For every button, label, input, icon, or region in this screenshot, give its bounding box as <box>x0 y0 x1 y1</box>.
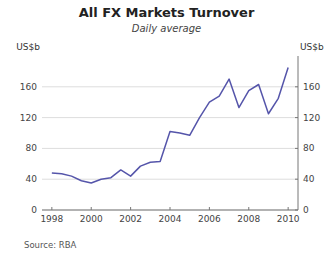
y2-axis-line <box>298 56 299 210</box>
grid-line <box>42 148 298 149</box>
y-axis-label: US$b <box>16 42 40 52</box>
y2-tick-label: 160 <box>303 82 320 92</box>
x-tick <box>91 207 92 210</box>
grid-line <box>42 117 298 118</box>
y-tick-label: 40 <box>26 174 38 184</box>
x-tick-label: 2002 <box>119 214 142 224</box>
x-tick-label: 2004 <box>159 214 182 224</box>
chart: All FX Markets Turnover Daily average US$b… <box>0 0 333 254</box>
line <box>52 68 288 184</box>
y-tick-label: 0 <box>31 205 37 215</box>
title: All FX Markets Turnover <box>79 5 255 20</box>
y-tick-label: 120 <box>20 113 37 123</box>
y2-axis-label: US$b <box>300 42 324 52</box>
y-tick-label: 80 <box>26 143 38 153</box>
x-tick-label: 2010 <box>277 214 300 224</box>
x-tick-label: 2006 <box>198 214 221 224</box>
plot-area <box>52 68 288 184</box>
y2-tick-label: 40 <box>303 174 315 184</box>
subtitle: Daily average <box>132 23 201 34</box>
x-tick-label: 1998 <box>40 214 63 224</box>
y2-tick <box>295 148 298 149</box>
y2-tick <box>295 179 298 180</box>
y2-tick <box>295 86 298 87</box>
y2-tick-label: 120 <box>303 113 320 123</box>
x-tick <box>248 207 249 210</box>
y-tick-label: 160 <box>20 82 37 92</box>
source: Source: RBA <box>24 240 76 250</box>
y2-tick-label: 0 <box>303 205 309 215</box>
x-tick <box>130 207 131 210</box>
x-tick <box>288 207 289 210</box>
x-tick-label: 2008 <box>237 214 260 224</box>
x-tick <box>51 207 52 210</box>
x-tick-label: 2000 <box>80 214 103 224</box>
x-tick <box>209 207 210 210</box>
y2-tick-label: 80 <box>303 143 315 153</box>
x-tick <box>170 207 171 210</box>
y2-tick <box>295 117 298 118</box>
grid <box>42 87 298 210</box>
